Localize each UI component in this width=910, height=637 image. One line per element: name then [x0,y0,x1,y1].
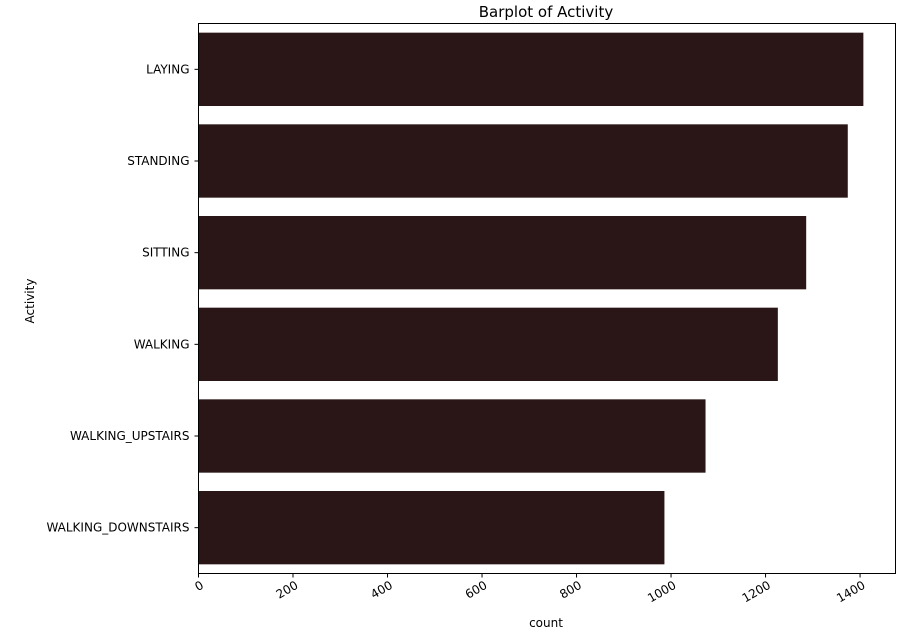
y-tick-label: WALKING_DOWNSTAIRS [46,521,189,535]
y-axis-label: Activity [23,279,37,324]
y-tick-label: WALKING [134,337,190,351]
x-tick-label: 800 [557,578,584,602]
bar-laying [198,32,864,106]
bar-walking [198,307,778,381]
y-tick-label: SITTING [142,246,189,260]
y-tick-label: WALKING_UPSTAIRS [70,429,190,443]
plot-frame [198,23,896,574]
bar-walking-downstairs [198,491,665,565]
x-tick-label: 200 [274,578,301,602]
y-axis: LAYING STANDING SITTING WALKING WALKING_UPST… [46,62,199,535]
bar-sitting [198,216,807,290]
x-tick-label: 1000 [645,578,678,605]
x-tick-label: 400 [368,578,395,602]
x-axis: 0 200 400 600 800 1000 1200 1400 [192,573,868,605]
x-axis-label: count [529,616,563,630]
bars-group [198,32,864,565]
y-tick-label: STANDING [127,154,189,168]
x-tick-label: 1200 [740,578,773,605]
x-tick-label: 0 [192,578,206,594]
x-tick-label: 600 [463,578,490,602]
chart-title: Barplot of Activity [479,3,614,21]
x-tick-label: 1400 [834,578,867,605]
bar-standing [198,124,848,198]
y-tick-label: LAYING [146,62,189,76]
bar-walking-upstairs [198,399,706,473]
